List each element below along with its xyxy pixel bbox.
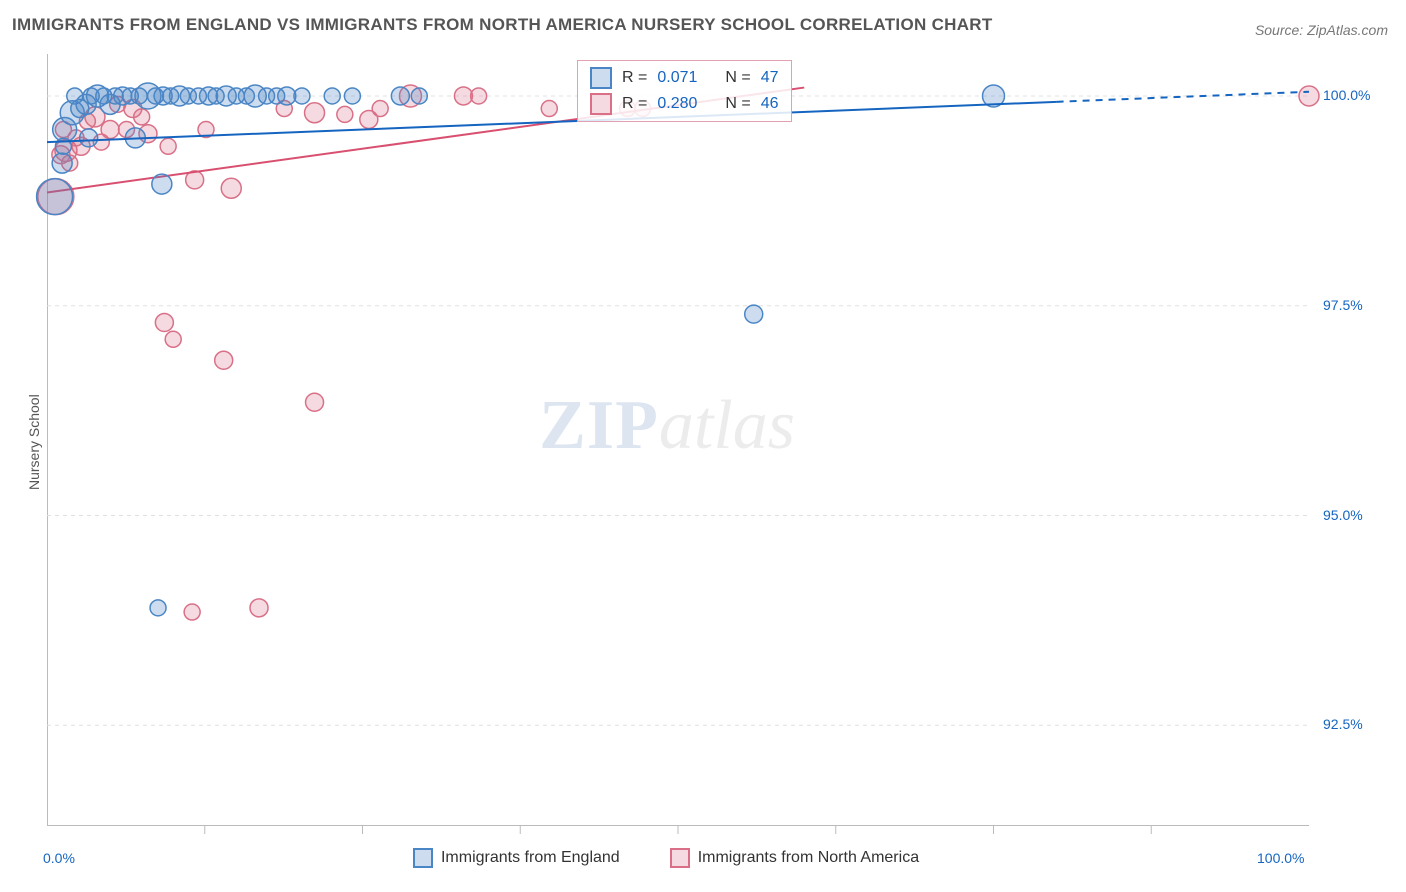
chart-container: IMMIGRANTS FROM ENGLAND VS IMMIGRANTS FR… [0, 0, 1406, 892]
y-tick-label: 95.0% [1323, 507, 1363, 523]
y-tick-label: 100.0% [1323, 87, 1370, 103]
legend-item: Immigrants from North America [670, 848, 919, 868]
legend-label: Immigrants from North America [698, 849, 919, 866]
legend-item: Immigrants from England [413, 848, 620, 868]
legend-row: R = 0.280 N = 46 [590, 91, 778, 117]
correlation-legend: R = 0.071 N = 47 R = 0.280 N = 46 [577, 60, 791, 122]
legend-swatch [413, 848, 433, 868]
plot-svg [0, 0, 1406, 892]
y-tick-label: 92.5% [1323, 716, 1363, 732]
y-tick-label: 97.5% [1323, 297, 1363, 313]
legend-n-prefix: N = [725, 95, 750, 113]
legend-label: Immigrants from England [441, 849, 620, 866]
legend-n-value: 46 [761, 95, 779, 113]
legend-swatch [590, 93, 612, 115]
legend-r-value: 0.280 [657, 95, 715, 113]
x-tick-label: 100.0% [1257, 850, 1304, 866]
legend-n-prefix: N = [725, 69, 750, 87]
legend-swatch [670, 848, 690, 868]
legend-row: R = 0.071 N = 47 [590, 65, 778, 91]
legend-r-prefix: R = [622, 69, 647, 87]
x-tick-label: 0.0% [43, 850, 75, 866]
series-legend: Immigrants from England Immigrants from N… [413, 848, 919, 868]
legend-r-value: 0.071 [657, 69, 715, 87]
legend-n-value: 47 [761, 69, 779, 87]
legend-swatch [590, 67, 612, 89]
legend-r-prefix: R = [622, 95, 647, 113]
